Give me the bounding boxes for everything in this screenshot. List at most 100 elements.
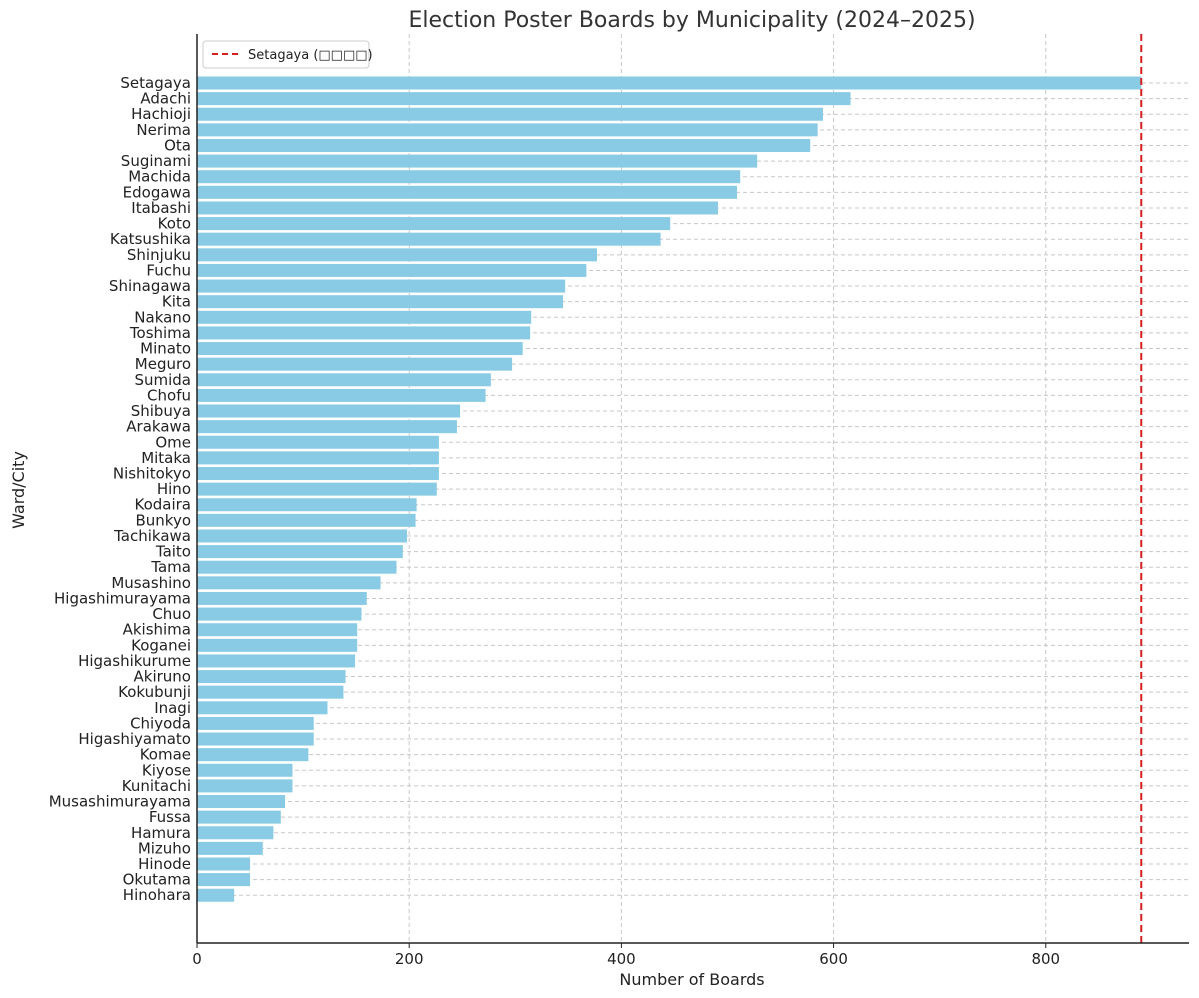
category-label: Suginami <box>121 152 191 170</box>
bar <box>197 295 564 309</box>
category-label: Koto <box>158 215 191 233</box>
bar <box>197 92 851 106</box>
bar <box>197 779 293 793</box>
bar <box>197 732 314 746</box>
category-label: Nishitokyo <box>113 465 191 483</box>
category-label: Fuchu <box>146 261 191 279</box>
category-label: Chiyoda <box>130 714 191 732</box>
category-label: Kiyose <box>142 761 191 779</box>
bar <box>197 373 491 387</box>
chart-title: Election Poster Boards by Municipality (… <box>408 8 975 33</box>
bar <box>197 576 381 590</box>
category-label: Nerima <box>136 121 191 139</box>
bar <box>197 873 251 887</box>
bar <box>197 795 286 809</box>
bar <box>197 857 251 871</box>
bar <box>197 310 532 324</box>
category-label: Ota <box>164 136 191 154</box>
bar <box>197 513 416 527</box>
bar <box>197 404 461 418</box>
x-tick-label: 400 <box>607 950 636 968</box>
category-label: Minato <box>140 340 191 358</box>
bar <box>197 498 417 512</box>
bar <box>197 123 818 137</box>
bar <box>197 529 408 543</box>
bar <box>197 420 457 434</box>
category-label: Mitaka <box>141 449 191 467</box>
category-label: Fussa <box>149 808 191 826</box>
category-label: Hino <box>157 480 191 498</box>
axes <box>196 34 1189 944</box>
category-label: Kokubunji <box>118 683 191 701</box>
bar <box>197 607 362 621</box>
bar <box>197 107 823 121</box>
x-tick-labels: 0 200 400 600 800 <box>192 943 1060 968</box>
bar <box>197 685 344 699</box>
category-label: Setagaya <box>120 74 191 92</box>
category-label: Komae <box>140 746 191 764</box>
category-labels: SetagayaAdachiHachiojiNerimaOtaSuginamiM… <box>49 74 191 904</box>
category-label: Musashino <box>111 574 191 592</box>
category-label: Meguro <box>135 355 191 373</box>
bar <box>197 76 1142 90</box>
bar <box>197 342 523 356</box>
bar <box>197 154 758 168</box>
bar <box>197 170 741 184</box>
category-label: Itabashi <box>131 199 191 217</box>
bar <box>197 435 439 449</box>
category-label: Musashimurayama <box>49 793 191 811</box>
category-label: Bunkyo <box>135 511 191 529</box>
category-label: Hinode <box>138 855 191 873</box>
category-label: Shinagawa <box>109 277 191 295</box>
category-label: Koganei <box>131 636 191 654</box>
category-label: Higashiyamato <box>78 730 191 748</box>
bar <box>197 217 671 231</box>
bar <box>197 826 274 840</box>
bar <box>197 638 358 652</box>
category-label: Shinjuku <box>127 246 191 264</box>
bar <box>197 482 437 496</box>
bar <box>197 841 263 855</box>
category-label: Akiruno <box>134 668 191 686</box>
bar <box>197 716 314 730</box>
bar <box>197 763 293 777</box>
category-label: Higashikurume <box>78 652 191 670</box>
x-axis-label: Number of Boards <box>619 970 764 989</box>
bar <box>197 623 358 637</box>
category-label: Inagi <box>154 699 191 717</box>
bar <box>197 201 718 215</box>
bar <box>197 888 235 902</box>
category-label: Taito <box>155 543 191 561</box>
bar <box>197 185 738 199</box>
bar <box>197 326 531 340</box>
category-label: Edogawa <box>123 183 191 201</box>
category-label: Arakawa <box>126 418 191 436</box>
category-label: Katsushika <box>110 230 191 248</box>
category-label: Shibuya <box>131 402 191 420</box>
bar <box>197 279 566 293</box>
category-label: Mizuho <box>138 839 191 857</box>
bar <box>197 357 513 371</box>
category-label: Kita <box>162 293 191 311</box>
category-label: Hinohara <box>123 886 191 904</box>
bar <box>197 670 346 684</box>
category-label: Adachi <box>140 90 191 108</box>
category-label: Kodaira <box>134 496 191 514</box>
category-label: Hamura <box>131 824 191 842</box>
category-label: Sumida <box>134 371 191 389</box>
category-label: Machida <box>128 168 191 186</box>
category-label: Nakano <box>134 308 191 326</box>
category-label: Higashimurayama <box>54 589 191 607</box>
bar <box>197 451 439 465</box>
x-tick-label: 200 <box>395 950 424 968</box>
bar <box>197 560 397 574</box>
bar <box>197 810 281 824</box>
category-label: Chofu <box>147 386 191 404</box>
legend-box <box>202 40 370 69</box>
bar <box>197 591 367 605</box>
x-tick-label: 800 <box>1031 950 1060 968</box>
bar <box>197 138 811 152</box>
bar <box>197 248 597 262</box>
category-label: Hachioji <box>131 105 191 123</box>
